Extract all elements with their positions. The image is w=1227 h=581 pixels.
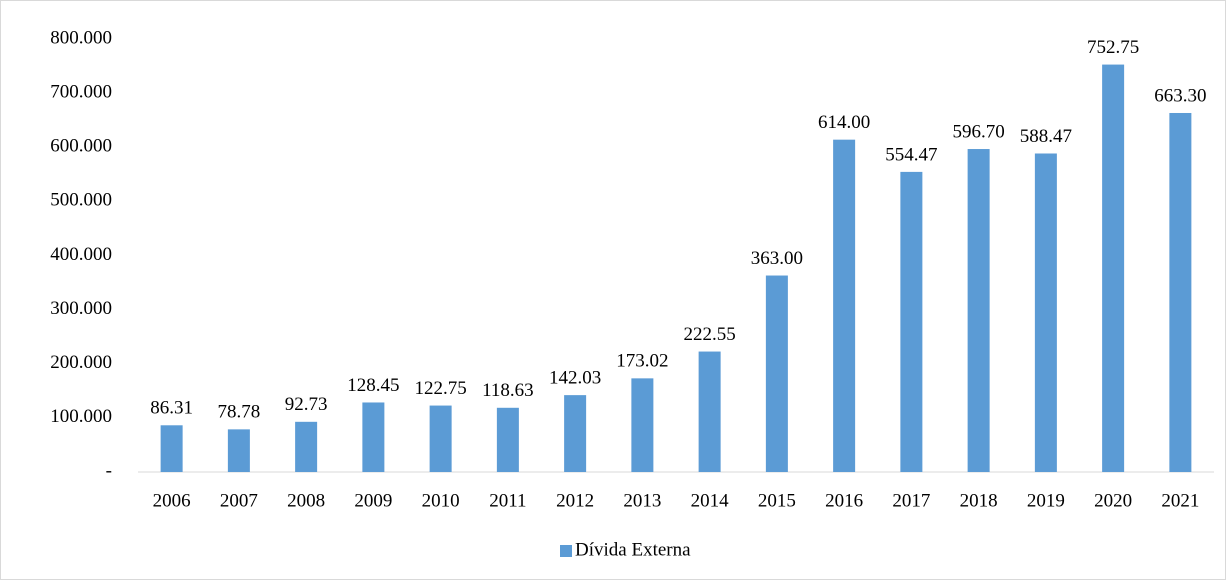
bar <box>362 402 385 472</box>
data-label: 752.75 <box>1087 37 1139 58</box>
x-tick-label: 2006 <box>153 490 191 511</box>
bar <box>698 351 721 472</box>
x-tick-label: 2018 <box>960 490 998 511</box>
data-label: 554.47 <box>885 144 937 165</box>
y-tick-label: 600.000 <box>50 136 112 157</box>
x-tick-label: 2020 <box>1094 490 1132 511</box>
x-tick-label: 2010 <box>422 490 460 511</box>
x-tick-label: 2019 <box>1027 490 1065 511</box>
x-tick-label: 2021 <box>1161 490 1199 511</box>
x-tick-label: 2014 <box>691 490 730 511</box>
x-tick-label: 2011 <box>489 490 526 511</box>
bar <box>765 275 788 472</box>
bar <box>833 139 856 473</box>
y-tick-label: 800.000 <box>50 27 112 48</box>
y-tick-label: - <box>106 460 112 481</box>
data-label: 78.78 <box>218 402 261 423</box>
y-tick-label: 500.000 <box>50 190 112 211</box>
y-tick-label: 200.000 <box>50 352 112 373</box>
x-tick-label: 2008 <box>287 490 325 511</box>
data-label: 363.00 <box>751 248 803 269</box>
data-label: 222.55 <box>684 324 736 345</box>
y-tick-label: 300.000 <box>50 298 112 319</box>
bar <box>564 395 587 472</box>
y-tick-label: 400.000 <box>50 244 112 265</box>
x-tick-label: 2015 <box>758 490 796 511</box>
bar <box>1102 64 1125 472</box>
bar <box>900 171 923 472</box>
legend-swatch <box>560 545 572 557</box>
data-label: 86.31 <box>150 398 193 419</box>
x-tick-label: 2007 <box>220 490 258 511</box>
bar <box>429 405 452 472</box>
y-tick-label: 700.000 <box>50 81 112 102</box>
bar <box>227 429 250 472</box>
data-label: 128.45 <box>347 375 399 396</box>
bar <box>1034 153 1057 473</box>
x-tick-label: 2013 <box>623 490 661 511</box>
bar <box>631 378 654 472</box>
x-tick-label: 2012 <box>556 490 594 511</box>
data-label: 122.75 <box>415 378 467 399</box>
bar <box>967 149 990 472</box>
y-tick-label: 100.000 <box>50 406 112 427</box>
x-tick-label: 2017 <box>892 490 930 511</box>
bar <box>160 425 183 472</box>
data-label: 173.02 <box>616 351 668 372</box>
x-tick-label: 2016 <box>825 490 863 511</box>
data-label: 614.00 <box>818 112 870 133</box>
x-tick-label: 2009 <box>354 490 392 511</box>
data-label: 118.63 <box>482 380 534 401</box>
bar <box>295 421 318 472</box>
bar <box>1169 112 1192 472</box>
data-label: 92.73 <box>285 394 328 415</box>
bar <box>496 407 519 472</box>
data-label: 596.70 <box>953 121 1005 142</box>
data-label: 588.47 <box>1020 126 1072 147</box>
legend-label: Dívida Externa <box>575 539 691 560</box>
data-label: 142.03 <box>549 367 601 388</box>
data-label: 663.30 <box>1154 85 1206 106</box>
